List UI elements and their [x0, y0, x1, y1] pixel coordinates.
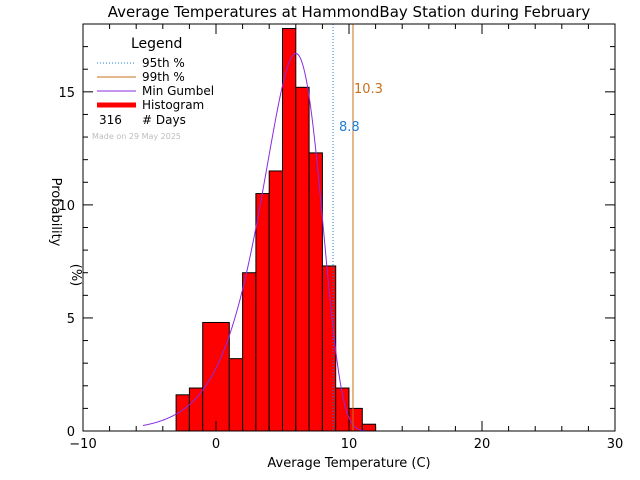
histogram-bar-13: [361, 423, 377, 432]
histogram-bar-4: [242, 272, 257, 432]
histogram-bar-8: [295, 86, 310, 432]
legend-label-95th: 95th %: [142, 56, 185, 70]
y-tick-label-2: 10: [58, 199, 75, 214]
chart-title: Average Temperatures at HammondBay Stati…: [108, 3, 591, 21]
histogram-bar-5: [255, 193, 270, 432]
y-tick-label-0: 0: [67, 425, 75, 440]
legend-label-gumbel: Min Gumbel: [142, 84, 214, 98]
x-tick-label-4: 30: [607, 437, 624, 452]
percentile-label-95th: 8.8: [339, 120, 360, 135]
histogram-bar-2: [202, 321, 230, 432]
histogram-bar-1: [188, 387, 204, 432]
legend-label-histogram: Histogram: [142, 98, 204, 112]
percentile-label-99th: 10.3: [354, 82, 383, 97]
x-tick-label-1: 0: [212, 437, 220, 452]
y-tick-label-3: 15: [58, 86, 75, 101]
legend-days-count: 316: [99, 113, 122, 127]
x-tick-label-0: −10: [69, 437, 96, 452]
y-axis-label-line-2: (%): [68, 264, 83, 287]
x-axis-label: Average Temperature (C): [267, 456, 430, 471]
gumbel-curve: [142, 52, 376, 432]
histogram-bar-7: [282, 28, 297, 432]
legend: Legend 95th % 99th % Min Gumbel Histogra…: [92, 36, 214, 141]
made-on-label: Made on 29 May 2025: [92, 132, 181, 141]
legend-days-label: # Days: [142, 113, 186, 127]
histogram-bar-3: [228, 358, 244, 432]
histogram-bar-6: [268, 170, 284, 432]
y-axis-label-line-1: Probability: [48, 178, 63, 247]
y-tick-label-1: 5: [67, 312, 75, 327]
x-tick-label-2: 10: [341, 437, 358, 452]
legend-label-99th: 99th %: [142, 70, 185, 84]
legend-title: Legend: [131, 36, 182, 52]
x-tick-label-3: 20: [474, 437, 491, 452]
